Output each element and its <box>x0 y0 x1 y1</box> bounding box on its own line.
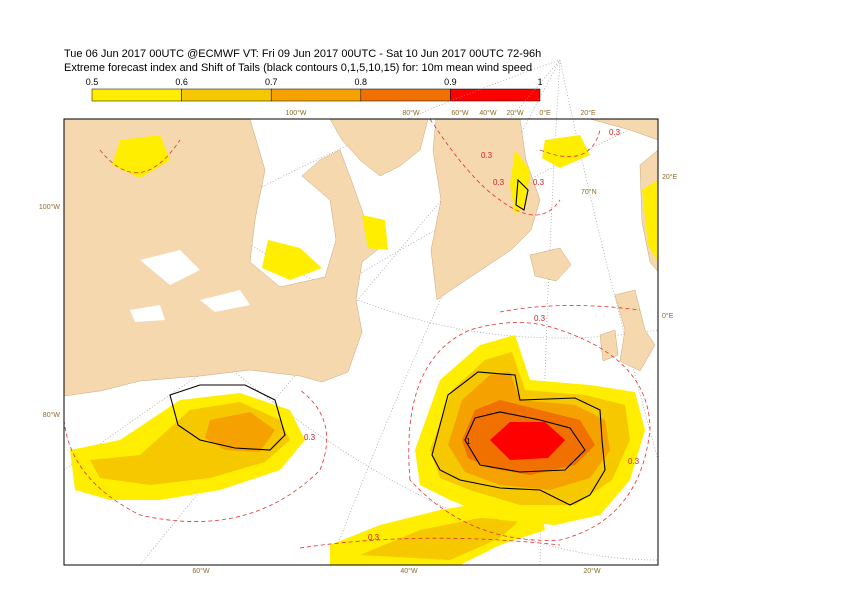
colorbar-tick-label: 1 <box>537 77 542 87</box>
contour-label: 0.3 <box>628 457 640 466</box>
colorbar-tick-label: 0.6 <box>175 77 188 87</box>
bottom-lon-label: 60°W <box>192 567 210 575</box>
colorbar-tick-label: 0.5 <box>86 77 99 87</box>
bottom-lon-label: 20°W <box>583 567 601 575</box>
left-lon-label: 80°W <box>43 411 61 419</box>
sot-contours <box>169 178 606 506</box>
efi-shading <box>70 135 658 565</box>
top-lon-label: 80°W <box>402 109 420 117</box>
lat-label: 70°N <box>581 188 597 196</box>
lon-lat-labels: 100°W 80°W 60°W 40°W 20°W 0°E 20°E 100°W… <box>39 109 678 575</box>
contour-label: 0.3 <box>533 178 545 187</box>
colorbar-segment <box>360 88 451 102</box>
contour-label: 0.3 <box>493 178 505 187</box>
contour-label: 0.3 <box>481 151 493 160</box>
colorbar: 0.5 0.6 0.7 0.8 0.9 1 <box>86 77 543 102</box>
top-lon-label: 40°W <box>479 109 497 117</box>
contour-label: 0.3 <box>368 533 380 542</box>
subtitle-line: Extreme forecast index and Shift of Tail… <box>64 62 532 74</box>
right-lon-label: 0°E <box>662 312 674 320</box>
colorbar-segment <box>270 88 362 102</box>
top-lon-label: 0°E <box>539 109 551 117</box>
colorbar-tick-label: 0.8 <box>355 77 368 87</box>
lakes <box>130 250 250 322</box>
contour-label: 0.3 <box>534 314 546 323</box>
colorbar-tick-label: 0.9 <box>444 77 457 87</box>
top-lon-label: 20°E <box>580 109 596 117</box>
colorbar-segment <box>91 88 182 102</box>
left-lon-label: 100°W <box>39 203 60 211</box>
title-line: Tue 06 Jun 2017 00UTC @ECMWF VT: Fri 09 … <box>64 48 541 60</box>
map-frame <box>63 118 659 566</box>
top-lon-label: 100°W <box>285 109 306 117</box>
bottom-lon-label: 40°W <box>400 567 418 575</box>
contour-label: 0.3 <box>304 433 316 442</box>
top-lon-label: 20°W <box>506 109 524 117</box>
dashed-contours <box>63 118 651 549</box>
top-lon-label: 60°W <box>451 109 469 117</box>
colorbar-segment <box>181 88 272 102</box>
colorbar-segment <box>450 88 541 102</box>
contour-label: 1 <box>466 437 471 446</box>
right-lon-label: 20°E <box>662 173 678 181</box>
map <box>63 59 659 566</box>
contour-label: 0.3 <box>609 128 621 137</box>
colorbar-tick-label: 0.7 <box>265 77 278 87</box>
contour-labels: 0.3 0.3 0.3 0.3 0.3 0.3 0.3 0.3 1 <box>304 128 640 542</box>
